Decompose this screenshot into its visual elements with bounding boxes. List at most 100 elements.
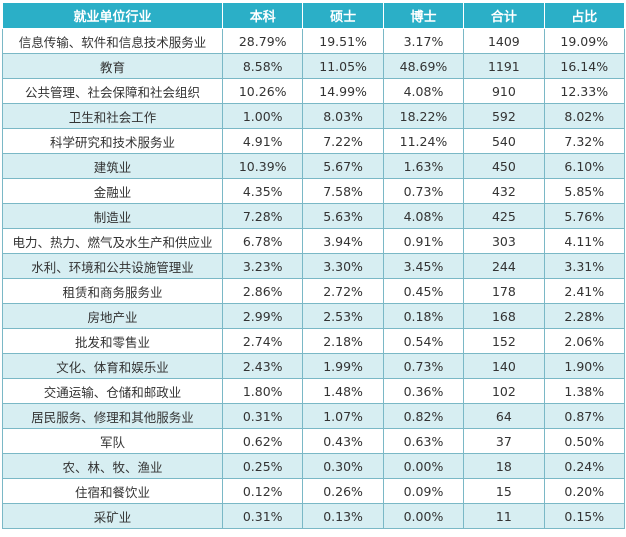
master-cell: 8.03% xyxy=(302,103,384,129)
share-cell: 16.14% xyxy=(543,53,625,79)
share-cell: 4.11% xyxy=(543,228,625,254)
total-cell: 592 xyxy=(463,103,545,129)
industry-cell: 卫生和社会工作 xyxy=(2,103,223,129)
header-row: 就业单位行业 本科 硕士 博士 合计 占比 xyxy=(2,2,625,29)
table-row: 建筑业 10.39% 5.67% 1.63% 450 6.10% xyxy=(2,153,625,179)
doctor-cell: 0.45% xyxy=(382,278,465,304)
master-cell: 3.94% xyxy=(302,228,384,254)
header-total: 合计 xyxy=(463,2,545,29)
master-cell: 1.48% xyxy=(302,378,384,404)
doctor-cell: 3.45% xyxy=(382,253,465,279)
industry-cell: 科学研究和技术服务业 xyxy=(2,128,223,154)
doctor-cell: 4.08% xyxy=(382,203,465,229)
doctor-cell: 11.24% xyxy=(382,128,465,154)
industry-cell: 信息传输、软件和信息技术服务业 xyxy=(2,28,223,54)
master-cell: 2.18% xyxy=(302,328,384,354)
table-row: 房地产业 2.99% 2.53% 0.18% 168 2.28% xyxy=(2,303,625,329)
table-row: 军队 0.62% 0.43% 0.63% 37 0.50% xyxy=(2,428,625,454)
doctor-cell: 0.73% xyxy=(382,353,465,379)
total-cell: 15 xyxy=(463,478,545,504)
master-cell: 7.22% xyxy=(302,128,384,154)
bachelor-cell: 0.62% xyxy=(221,428,304,454)
share-cell: 3.31% xyxy=(543,253,625,279)
share-cell: 2.41% xyxy=(543,278,625,304)
share-cell: 5.76% xyxy=(543,203,625,229)
master-cell: 5.67% xyxy=(302,153,384,179)
share-cell: 6.10% xyxy=(543,153,625,179)
header-master: 硕士 xyxy=(302,2,384,29)
industry-cell: 公共管理、社会保障和社会组织 xyxy=(2,78,223,104)
master-cell: 3.30% xyxy=(302,253,384,279)
master-cell: 0.30% xyxy=(302,453,384,479)
table-row: 农、林、牧、渔业 0.25% 0.30% 0.00% 18 0.24% xyxy=(2,453,625,479)
bachelor-cell: 8.58% xyxy=(221,53,304,79)
total-cell: 152 xyxy=(463,328,545,354)
total-cell: 18 xyxy=(463,453,545,479)
master-cell: 7.58% xyxy=(302,178,384,204)
table-row: 租赁和商务服务业 2.86% 2.72% 0.45% 178 2.41% xyxy=(2,278,625,304)
share-cell: 0.15% xyxy=(543,503,625,529)
share-cell: 2.06% xyxy=(543,328,625,354)
total-cell: 178 xyxy=(463,278,545,304)
share-cell: 5.85% xyxy=(543,178,625,204)
table-row: 交通运输、仓储和邮政业 1.80% 1.48% 0.36% 102 1.38% xyxy=(2,378,625,404)
total-cell: 37 xyxy=(463,428,545,454)
share-cell: 0.24% xyxy=(543,453,625,479)
share-cell: 7.32% xyxy=(543,128,625,154)
doctor-cell: 0.09% xyxy=(382,478,465,504)
industry-cell: 军队 xyxy=(2,428,223,454)
header-share: 占比 xyxy=(543,2,625,29)
table-row: 金融业 4.35% 7.58% 0.73% 432 5.85% xyxy=(2,178,625,204)
industry-cell: 制造业 xyxy=(2,203,223,229)
industry-cell: 农、林、牧、渔业 xyxy=(2,453,223,479)
master-cell: 1.07% xyxy=(302,403,384,429)
total-cell: 1191 xyxy=(463,53,545,79)
industry-cell: 住宿和餐饮业 xyxy=(2,478,223,504)
industry-cell: 批发和零售业 xyxy=(2,328,223,354)
header-doctor: 博士 xyxy=(382,2,465,29)
master-cell: 2.53% xyxy=(302,303,384,329)
share-cell: 12.33% xyxy=(543,78,625,104)
total-cell: 11 xyxy=(463,503,545,529)
industry-cell: 金融业 xyxy=(2,178,223,204)
table-row: 电力、热力、燃气及水生产和供应业 6.78% 3.94% 0.91% 303 4.11% xyxy=(2,228,625,254)
industry-cell: 文化、体育和娱乐业 xyxy=(2,353,223,379)
table-row: 水利、环境和公共设施管理业 3.23% 3.30% 3.45% 244 3.31% xyxy=(2,253,625,279)
master-cell: 2.72% xyxy=(302,278,384,304)
header-industry: 就业单位行业 xyxy=(2,2,223,29)
doctor-cell: 0.00% xyxy=(382,453,465,479)
table-row: 公共管理、社会保障和社会组织 10.26% 14.99% 4.08% 910 12.33% xyxy=(2,78,625,104)
total-cell: 168 xyxy=(463,303,545,329)
doctor-cell: 18.22% xyxy=(382,103,465,129)
bachelor-cell: 2.86% xyxy=(221,278,304,304)
doctor-cell: 0.63% xyxy=(382,428,465,454)
master-cell: 5.63% xyxy=(302,203,384,229)
share-cell: 1.90% xyxy=(543,353,625,379)
bachelor-cell: 2.99% xyxy=(221,303,304,329)
master-cell: 0.13% xyxy=(302,503,384,529)
table-row: 文化、体育和娱乐业 2.43% 1.99% 0.73% 140 1.90% xyxy=(2,353,625,379)
industry-cell: 电力、热力、燃气及水生产和供应业 xyxy=(2,228,223,254)
total-cell: 140 xyxy=(463,353,545,379)
employment-industry-table: 就业单位行业 本科 硕士 博士 合计 占比 信息传输、软件和信息技术服务业 28.… xyxy=(2,2,625,529)
industry-cell: 居民服务、修理和其他服务业 xyxy=(2,403,223,429)
table-row: 居民服务、修理和其他服务业 0.31% 1.07% 0.82% 64 0.87% xyxy=(2,403,625,429)
master-cell: 19.51% xyxy=(302,28,384,54)
bachelor-cell: 2.43% xyxy=(221,353,304,379)
bachelor-cell: 2.74% xyxy=(221,328,304,354)
master-cell: 0.43% xyxy=(302,428,384,454)
doctor-cell: 0.36% xyxy=(382,378,465,404)
master-cell: 14.99% xyxy=(302,78,384,104)
bachelor-cell: 1.00% xyxy=(221,103,304,129)
industry-cell: 租赁和商务服务业 xyxy=(2,278,223,304)
industry-cell: 采矿业 xyxy=(2,503,223,529)
bachelor-cell: 10.26% xyxy=(221,78,304,104)
total-cell: 450 xyxy=(463,153,545,179)
total-cell: 910 xyxy=(463,78,545,104)
doctor-cell: 1.63% xyxy=(382,153,465,179)
table-row: 住宿和餐饮业 0.12% 0.26% 0.09% 15 0.20% xyxy=(2,478,625,504)
master-cell: 0.26% xyxy=(302,478,384,504)
share-cell: 1.38% xyxy=(543,378,625,404)
table-row: 批发和零售业 2.74% 2.18% 0.54% 152 2.06% xyxy=(2,328,625,354)
bachelor-cell: 6.78% xyxy=(221,228,304,254)
